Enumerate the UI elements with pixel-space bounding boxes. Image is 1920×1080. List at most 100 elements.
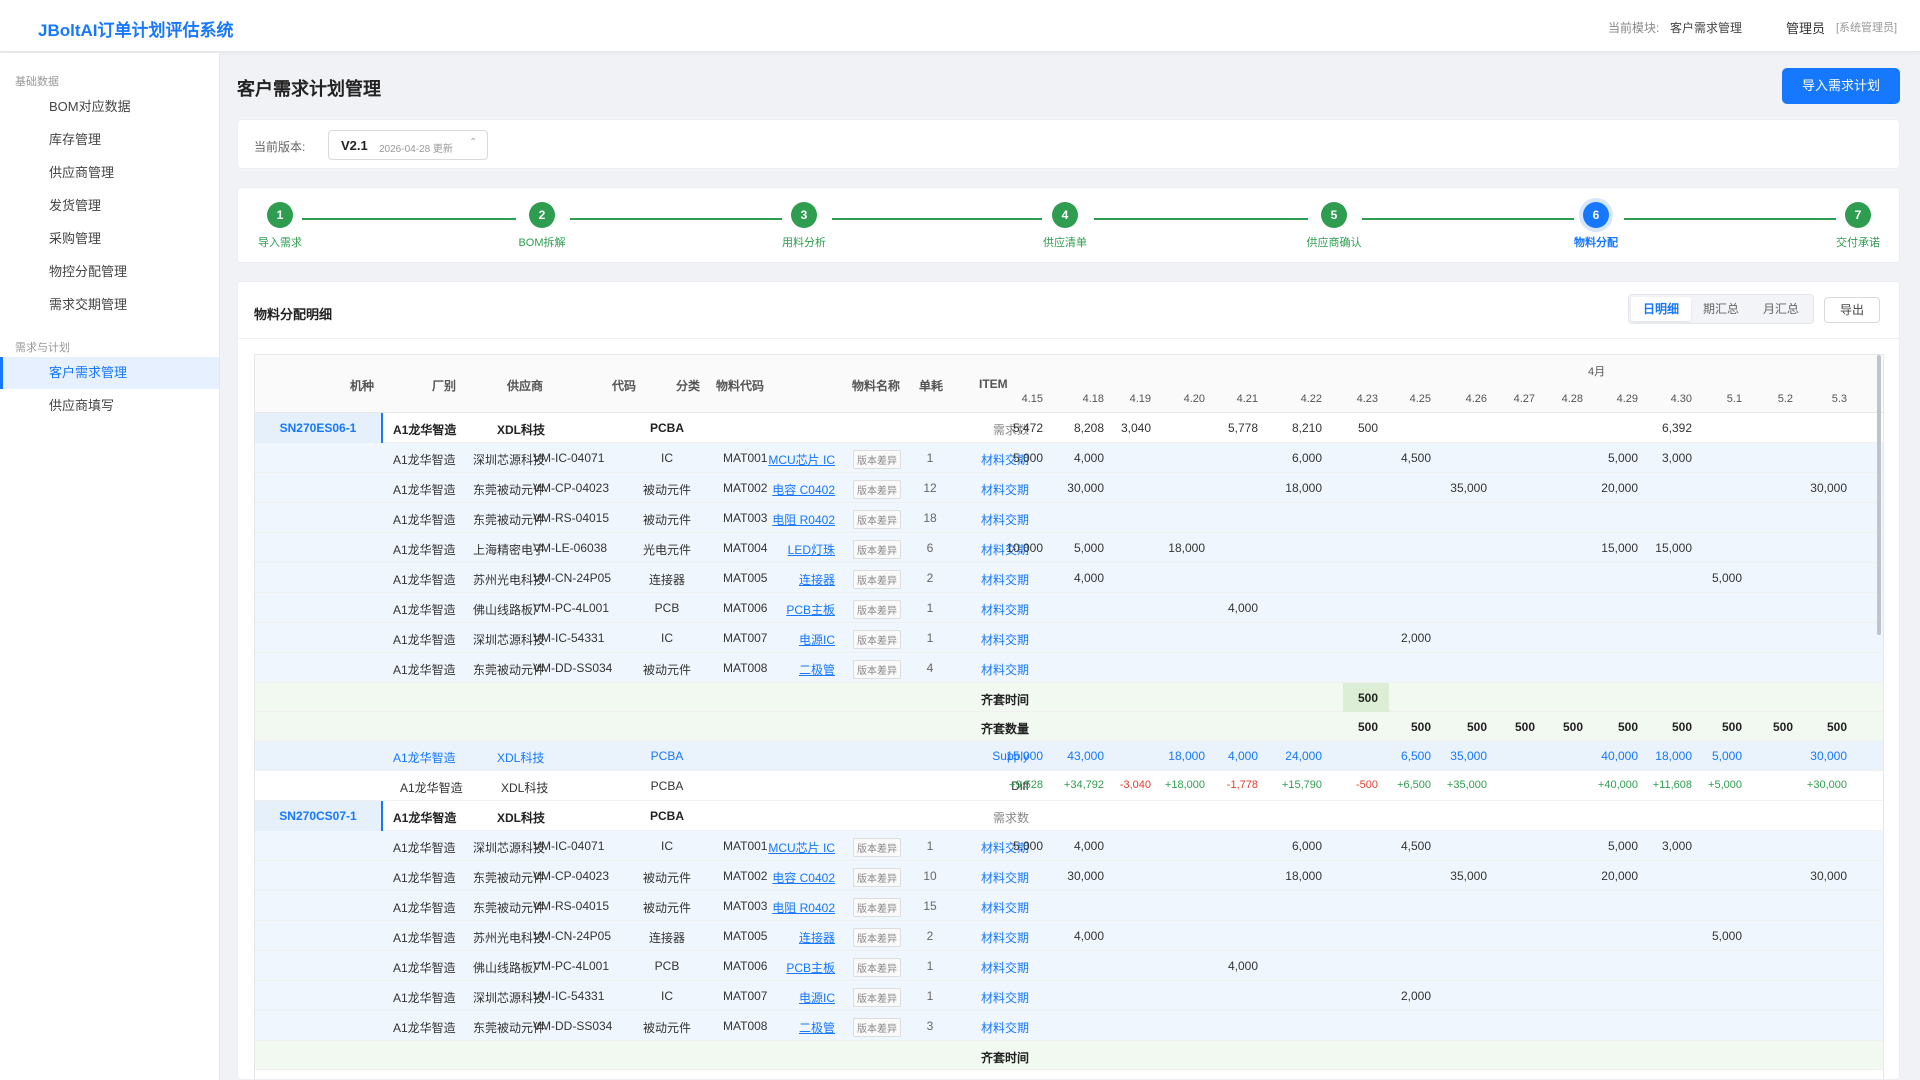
date-value-cell[interactable]: 4,500 [1400, 839, 1431, 853]
date-column-header[interactable]: 4.28 [1561, 393, 1583, 405]
item-link[interactable]: 材料交期 [980, 663, 1029, 677]
date-value-cell[interactable]: 500 [1357, 421, 1378, 435]
material-name-link[interactable]: PCB主板 [786, 961, 835, 975]
col-item[interactable]: ITEM [979, 377, 1008, 391]
item-link[interactable]: 材料交期 [980, 513, 1029, 527]
material-name-link[interactable]: 二极管 [798, 663, 835, 677]
version-diff-badge[interactable]: 版本差异 [853, 1018, 901, 1037]
date-value-cell[interactable]: 500 [1562, 720, 1583, 734]
date-column-header[interactable]: 4.30 [1670, 393, 1692, 405]
step-supply-list[interactable]: 4 供应清单 [1015, 202, 1115, 250]
material-row[interactable]: A1龙华智造 佛山线路板厂 VM-PC-4L001 PCB MAT006 PCB主板 版本差… [255, 593, 1883, 623]
item-link[interactable]: 材料交期 [980, 991, 1029, 1005]
item-link[interactable]: 材料交期 [980, 483, 1029, 497]
date-column-header[interactable]: 4.26 [1465, 393, 1487, 405]
step-delivery-commit[interactable]: 7 交付承诺 [1808, 202, 1908, 250]
import-plan-button[interactable]: 导入需求计划 [1782, 68, 1900, 104]
tab-daily[interactable]: 日明细 [1631, 297, 1691, 321]
material-name-link[interactable]: 电容 C0402 [772, 483, 835, 497]
col-factory[interactable]: 厂别 [432, 379, 457, 393]
item-link[interactable]: 材料交期 [980, 1021, 1029, 1035]
date-value-cell[interactable]: 18,000 [1168, 749, 1205, 763]
version-diff-badge[interactable]: 版本差异 [853, 570, 901, 589]
model-sn-cell[interactable]: SN270ES06-1 [255, 413, 383, 443]
date-value-cell[interactable]: 15,000 [1601, 541, 1638, 555]
material-row[interactable]: A1龙华智造 东莞被动元件 VM-RS-04015 被动元件 MAT003 电阻 R040… [255, 503, 1883, 533]
date-value-cell[interactable]: 35,000 [1450, 481, 1487, 495]
col-code[interactable]: 代码 [612, 379, 637, 393]
material-row[interactable]: A1龙华智造 深圳芯源科技 VM-IC-04071 IC MAT001 MCU芯片 IC 版… [255, 831, 1883, 861]
version-diff-badge[interactable]: 版本差异 [853, 928, 901, 947]
date-value-cell[interactable]: 5,778 [1227, 421, 1258, 435]
date-value-cell[interactable]: 4,500 [1400, 451, 1431, 465]
material-row[interactable]: A1龙华智造 东莞被动元件 VM-CP-04023 被动元件 MAT002 电容 C040… [255, 473, 1883, 503]
date-value-cell[interactable]: 20,000 [1601, 481, 1638, 495]
vertical-scrollbar[interactable] [1877, 355, 1881, 635]
date-value-cell[interactable]: 500 [1772, 720, 1793, 734]
material-row[interactable]: A1龙华智造 佛山线路板厂 VM-PC-4L001 PCB MAT006 PCB主板 版本差… [255, 951, 1883, 981]
diff-row[interactable]: A1龙华智造 XDL科技 PCBA Diff +9,528 +34,792 -3,040 +1… [255, 771, 1883, 801]
col-mat-name[interactable]: 物料名称 [852, 379, 901, 393]
col-category[interactable]: 分类 [676, 379, 701, 393]
material-row[interactable]: A1龙华智造 东莞被动元件 VM-CP-04023 被动元件 MAT002 电容 C040… [255, 861, 1883, 891]
date-value-cell[interactable]: -500 [1355, 779, 1378, 791]
date-value-cell[interactable]: 5,000 [1073, 541, 1104, 555]
date-value-cell[interactable]: +18,000 [1164, 779, 1205, 791]
date-value-cell[interactable]: 5,000 [1012, 451, 1043, 465]
item-link[interactable]: 材料交期 [980, 543, 1029, 557]
model-header-row[interactable]: SN270CS07-1 A1龙华智造 XDL科技 PCBA 需求数 [255, 801, 1883, 831]
material-row[interactable]: A1龙华智造 苏州光电科技 VM-CN-24P05 连接器 MAT005 连接器 版本差异 2… [255, 921, 1883, 951]
date-value-cell[interactable]: 18,000 [1655, 749, 1692, 763]
material-name-link[interactable]: 连接器 [798, 573, 835, 587]
export-button[interactable]: 导出 [1824, 297, 1880, 323]
tab-period[interactable]: 期汇总 [1702, 302, 1739, 316]
date-column-header[interactable]: 5.2 [1777, 393, 1793, 405]
material-row[interactable]: A1龙华智造 东莞被动元件 VM-DD-SS034 被动元件 MAT008 二极管 版本差异… [255, 653, 1883, 683]
date-value-cell[interactable]: 4,000 [1073, 839, 1104, 853]
date-value-cell[interactable]: +34,792 [1063, 779, 1104, 791]
material-name-link[interactable]: 电阻 R0402 [772, 513, 835, 527]
date-value-cell[interactable]: 500 [1721, 720, 1742, 734]
material-name-link[interactable]: 电源IC [798, 991, 835, 1005]
date-value-cell[interactable]: 30,000 [1810, 869, 1847, 883]
date-value-cell[interactable]: 43,000 [1067, 749, 1104, 763]
date-value-cell[interactable]: -3,040 [1119, 779, 1151, 791]
date-value-cell[interactable]: +6,500 [1397, 779, 1431, 791]
date-value-cell[interactable]: -1,778 [1226, 779, 1258, 791]
sidebar-item-delivery-dates[interactable]: 需求交期管理 [49, 297, 128, 312]
date-value-cell[interactable]: 500 [1826, 720, 1847, 734]
model-header-row[interactable]: SN270ES06-1 A1龙华智造 XDL科技 PCBA 需求数 5,472 8,208 3… [255, 413, 1883, 443]
date-value-cell[interactable]: +9,528 [1009, 779, 1043, 791]
sidebar-item-bom[interactable]: BOM对应数据 [49, 99, 131, 114]
material-name-link[interactable]: PCB主板 [786, 603, 835, 617]
date-value-cell[interactable]: +11,608 [1652, 779, 1692, 791]
item-link[interactable]: 材料交期 [980, 633, 1029, 647]
date-value-cell[interactable]: 500 [1410, 720, 1431, 734]
version-diff-badge[interactable]: 版本差异 [853, 868, 901, 887]
date-value-cell[interactable]: 5,000 [1711, 929, 1742, 943]
sidebar-item-supplier-fill[interactable]: 供应商填写 [49, 398, 115, 413]
material-name-link[interactable]: 电容 C0402 [772, 871, 835, 885]
material-name-link[interactable]: 二极管 [798, 1021, 835, 1035]
sidebar-item-inventory[interactable]: 库存管理 [49, 132, 102, 147]
date-value-cell[interactable]: 3,040 [1120, 421, 1151, 435]
item-link[interactable]: 材料交期 [980, 603, 1029, 617]
date-value-cell[interactable]: 6,500 [1400, 749, 1431, 763]
material-name-link[interactable]: 连接器 [798, 931, 835, 945]
col-mat-code[interactable]: 物料代码 [716, 379, 765, 393]
col-model[interactable]: 机种 [350, 379, 375, 393]
sidebar-item-purchasing[interactable]: 采购管理 [49, 231, 102, 246]
date-column-header[interactable]: 4.25 [1409, 393, 1431, 405]
date-value-cell[interactable]: 2,000 [1400, 989, 1431, 1003]
date-column-header[interactable]: 5.1 [1726, 393, 1742, 405]
date-column-header[interactable]: 4.21 [1236, 393, 1258, 405]
material-name-link[interactable]: MCU芯片 IC [768, 841, 835, 855]
date-value-cell[interactable]: 500 [1357, 720, 1378, 734]
version-diff-badge[interactable]: 版本差异 [853, 988, 901, 1007]
date-value-cell[interactable]: 30,000 [1067, 869, 1104, 883]
date-value-cell[interactable]: 500 [1617, 720, 1638, 734]
allocation-grid[interactable]: 机种 厂别 供应商 代码 分类 物料代码 物料名称 单耗 ITEM 4月 4.1… [254, 354, 1884, 1080]
item-link[interactable]: 材料交期 [980, 841, 1029, 855]
item-link[interactable]: 材料交期 [980, 931, 1029, 945]
date-value-cell[interactable]: 20,000 [1601, 869, 1638, 883]
